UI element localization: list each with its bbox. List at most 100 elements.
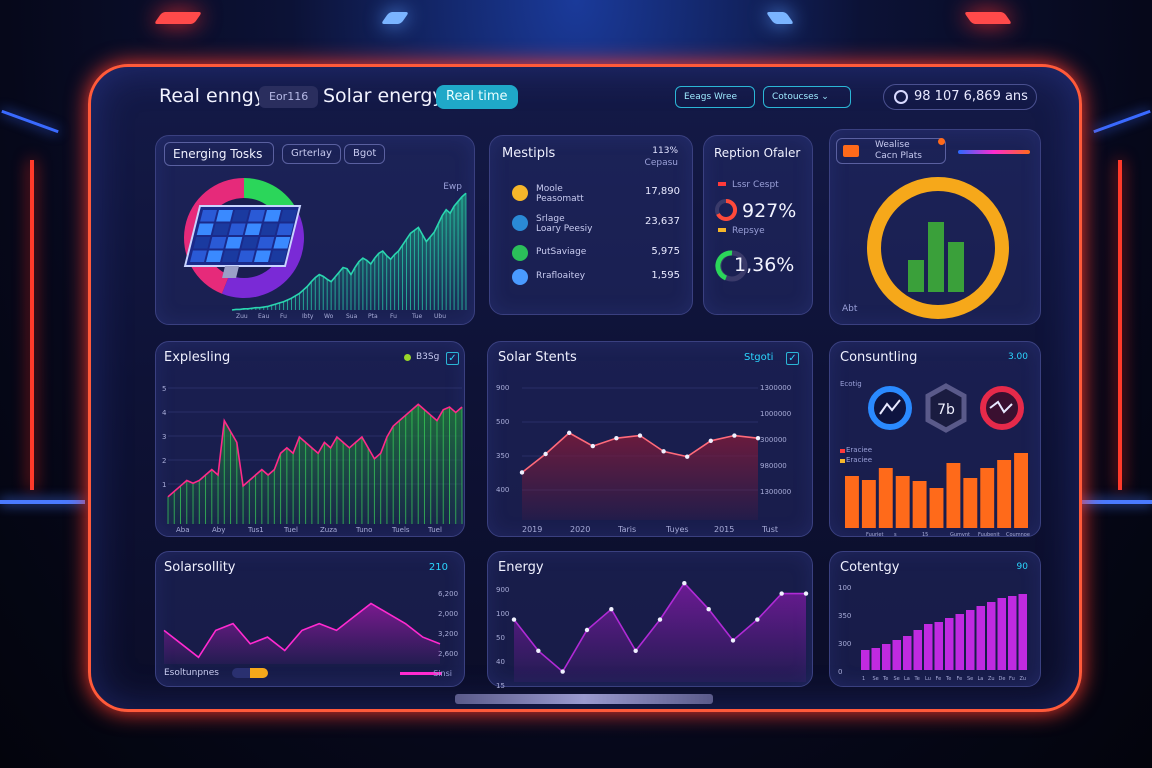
- energing-chart: Zuu Eau Fu Ibty Wo Sua Pta Fu Tue Ubu: [183, 178, 467, 320]
- list-item-label: Moole Peasomatt: [536, 184, 584, 204]
- legend-swatch: [840, 449, 845, 453]
- panel-reption: Reption Ofaler Lssr Cespt 927% Repsye 1,…: [703, 135, 813, 315]
- bar: [976, 606, 985, 670]
- list-item-label: Srlage Loary Peesiy: [536, 214, 592, 234]
- x-tick-label: Ubu: [434, 313, 446, 320]
- clock-readout: 98 107 6,869 ans: [883, 84, 1037, 110]
- solar-cell: [276, 223, 294, 235]
- bar: [882, 644, 891, 670]
- solar-panel-stand: [222, 266, 240, 278]
- tab-bgot[interactable]: Bgot: [344, 144, 386, 164]
- list-item-icon: [512, 185, 528, 201]
- solar-cell: [257, 237, 275, 249]
- legend-swatch: [718, 182, 726, 186]
- x-tick-label: 15: [922, 532, 928, 538]
- trend-up-icon: [879, 399, 901, 415]
- gauge-hexagon: [925, 383, 967, 433]
- x-tick-label: Fuubenit: [978, 532, 1000, 538]
- bar: [997, 598, 1006, 670]
- progress-strip: [958, 150, 1030, 154]
- metric-percent-1: 927%: [742, 200, 797, 222]
- x-tick-label: Wo: [324, 313, 334, 320]
- bar: [987, 602, 996, 670]
- panel-solar-stents: Solar Stents Stgoti ✓ 900 500 350 400 130000…: [487, 341, 813, 537]
- wealise-card[interactable]: Wealise Cacn Plats: [836, 138, 946, 164]
- panel-wealise: Wealise Cacn Plats Abt: [829, 129, 1041, 325]
- list-item-value: 17,890: [645, 186, 680, 197]
- check-icon[interactable]: ✓: [446, 352, 459, 365]
- tab-overlay[interactable]: Grterlay: [282, 144, 341, 164]
- x-tick-label: Gumvnt: [950, 532, 970, 538]
- explesling-chart: 5 4 3 2 1 Aba Aby Tus1 Tuel Zuza Tuno Tuels Tuel: [162, 385, 463, 534]
- list-item-sub: Peasomatt: [536, 194, 584, 204]
- panel-title: Energy: [498, 560, 544, 575]
- y-tick-label-left: 15: [496, 682, 505, 688]
- y-tick-label-left: 900: [496, 384, 509, 392]
- legend-toggle[interactable]: [232, 668, 268, 678]
- solar-cell: [209, 237, 227, 249]
- reption-gauges: [715, 182, 748, 282]
- data-point: [511, 617, 517, 622]
- bar: [1008, 596, 1017, 670]
- realtime-button[interactable]: Real time: [436, 85, 518, 109]
- bar: [871, 648, 880, 670]
- bar: [934, 622, 943, 670]
- data-point: [755, 617, 760, 622]
- x-tick-label: Eau: [258, 313, 269, 320]
- sources-dropdown[interactable]: Cotoucses ⌄: [763, 86, 851, 108]
- panel-corner-label: 90: [1016, 562, 1028, 572]
- data-point: [682, 581, 687, 586]
- solar-cell: [244, 223, 262, 235]
- panel-explesling: Explesling B3Sg ✓ 5 4 3 2 1 Aba Aby Tus1 Tuel Zuz…: [155, 341, 465, 537]
- x-tick-label: Fu: [1009, 676, 1015, 682]
- solar-cell: [254, 250, 271, 262]
- panel-title-tab[interactable]: Energing Tosks: [164, 142, 274, 166]
- panel-corner-label: Stgoti: [744, 352, 774, 363]
- x-tick-label: 2015: [714, 525, 734, 534]
- list-item-value: 1,595: [651, 270, 680, 281]
- page-title: Solar energy: [323, 85, 444, 107]
- panel-title: Explesling: [164, 350, 231, 365]
- y-tick-label-left: 350: [838, 612, 851, 620]
- wall-glow-top-left: [1, 109, 59, 134]
- solar-cell: [232, 210, 250, 222]
- gauge-ring: [867, 177, 1009, 319]
- gauge-2-arc: [715, 250, 733, 281]
- filter-pill[interactable]: Eeags Wree: [675, 86, 755, 108]
- legend-label: Esoltunpnes: [164, 668, 219, 678]
- x-tick-label: Tust: [761, 525, 778, 534]
- list-item-name: Rrafloaitey: [536, 271, 586, 281]
- panel-mestipls: Mestipls 113% Cepasu Moole Peasomatt 17,8…: [489, 135, 693, 315]
- data-point: [543, 451, 548, 457]
- list-item[interactable]: Moole Peasomatt 17,890: [512, 182, 680, 204]
- list-item[interactable]: PutSaviage 5,975: [512, 242, 680, 264]
- bar: [946, 463, 961, 528]
- solar-cell: [206, 250, 223, 262]
- bar: [912, 481, 927, 528]
- bar: [963, 478, 978, 528]
- bar: [895, 476, 910, 528]
- chart-corner-label: Ewp: [443, 182, 462, 192]
- y-tick-label-right: 2,600: [438, 650, 458, 658]
- x-tick-label: Sua: [346, 313, 358, 320]
- list-item[interactable]: Rrafloaitey 1,595: [512, 266, 680, 288]
- list-item[interactable]: Srlage Loary Peesiy 23,637: [512, 212, 680, 234]
- panel-consuntling: Consuntling 3.00 Ecotig Eraciee Eraciee …: [829, 341, 1041, 538]
- y-tick-label-left: 40: [496, 658, 505, 666]
- ceiling-light-left: [153, 12, 203, 24]
- monitor-stand: [455, 694, 713, 704]
- data-point: [657, 617, 663, 622]
- x-tick-label: Te: [914, 676, 920, 682]
- bar: [861, 650, 870, 670]
- check-icon[interactable]: ✓: [786, 352, 799, 365]
- solar-cell: [212, 223, 230, 235]
- period-chip[interactable]: Eor116: [259, 86, 319, 108]
- y-tick-label: 4: [162, 409, 167, 417]
- panel-solarsollity: Solarsollity 210 6,200 2,000 3,200 2,600 Es…: [155, 551, 465, 687]
- x-tick-label: Tuel: [427, 526, 442, 534]
- solar-cell: [222, 250, 239, 262]
- panel-corner-label: Abt: [842, 304, 858, 314]
- chevron-down-icon: ⌄: [821, 92, 829, 102]
- list-item-name: Srlage: [536, 214, 565, 224]
- y-tick-label-right: 300000: [760, 436, 787, 444]
